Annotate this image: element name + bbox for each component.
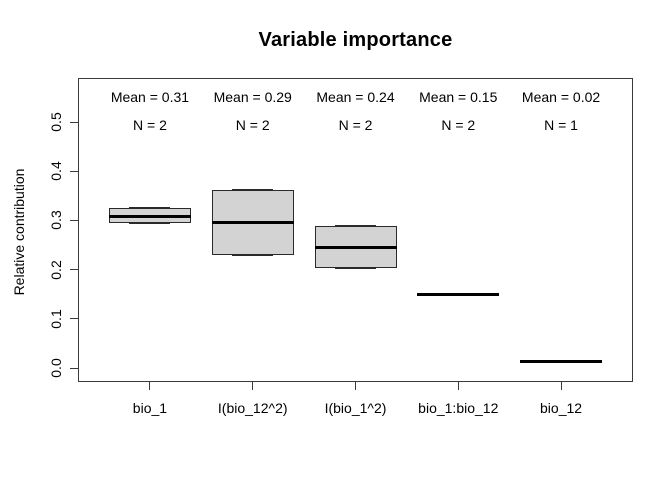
mean-label: Mean = 0.24 bbox=[316, 89, 395, 105]
median-line bbox=[314, 246, 397, 250]
y-tick-mark bbox=[70, 219, 78, 221]
whisker-staple-upper bbox=[232, 188, 274, 191]
mean-label: Mean = 0.02 bbox=[521, 89, 601, 105]
y-tick-mark bbox=[70, 318, 78, 320]
n-label: N = 2 bbox=[133, 117, 167, 133]
y-tick-mark bbox=[70, 170, 78, 172]
mean-label: Mean = 0.29 bbox=[213, 89, 292, 105]
n-label: N = 2 bbox=[338, 117, 373, 133]
y-tick-mark bbox=[70, 121, 78, 123]
x-category-label: bio_1:bio_12 bbox=[418, 400, 499, 416]
x-category-label: bio_1 bbox=[132, 400, 168, 416]
whisker-staple-lower bbox=[232, 253, 274, 256]
y-axis-title: Relative contribution bbox=[11, 168, 27, 296]
whisker-staple-upper bbox=[335, 224, 376, 227]
n-label: N = 2 bbox=[441, 117, 476, 133]
y-tick-mark bbox=[70, 367, 78, 369]
whisker-staple-lower bbox=[129, 221, 171, 224]
median-line bbox=[417, 292, 500, 296]
whisker-staple-lower bbox=[335, 267, 376, 270]
median-line bbox=[108, 215, 191, 219]
x-tick-mark bbox=[149, 382, 151, 390]
median-line bbox=[211, 221, 294, 225]
y-tick-label: 0.1 bbox=[48, 309, 64, 329]
y-tick-label: 0.4 bbox=[48, 161, 64, 181]
x-tick-mark bbox=[457, 382, 459, 390]
mean-label: Mean = 0.31 bbox=[110, 89, 190, 105]
chart-title: Variable importance bbox=[258, 29, 453, 51]
n-label: N = 1 bbox=[544, 117, 578, 133]
x-tick-mark bbox=[560, 382, 562, 390]
y-tick-label: 0.2 bbox=[48, 259, 64, 280]
n-label: N = 2 bbox=[235, 117, 270, 133]
plot-frame bbox=[78, 78, 633, 382]
x-tick-mark bbox=[252, 382, 254, 390]
x-category-label: I(bio_12^2) bbox=[217, 400, 288, 416]
whisker-staple-upper bbox=[129, 207, 171, 210]
y-tick-label: 0.0 bbox=[48, 358, 64, 378]
median-line bbox=[520, 360, 603, 364]
y-tick-mark bbox=[70, 269, 78, 271]
x-category-label: bio_12 bbox=[540, 400, 583, 416]
mean-label: Mean = 0.15 bbox=[419, 89, 498, 105]
x-category-label: I(bio_1^2) bbox=[324, 400, 387, 416]
y-tick-label: 0.3 bbox=[48, 210, 64, 231]
x-tick-mark bbox=[355, 382, 356, 390]
y-tick-label: 0.5 bbox=[48, 112, 64, 132]
